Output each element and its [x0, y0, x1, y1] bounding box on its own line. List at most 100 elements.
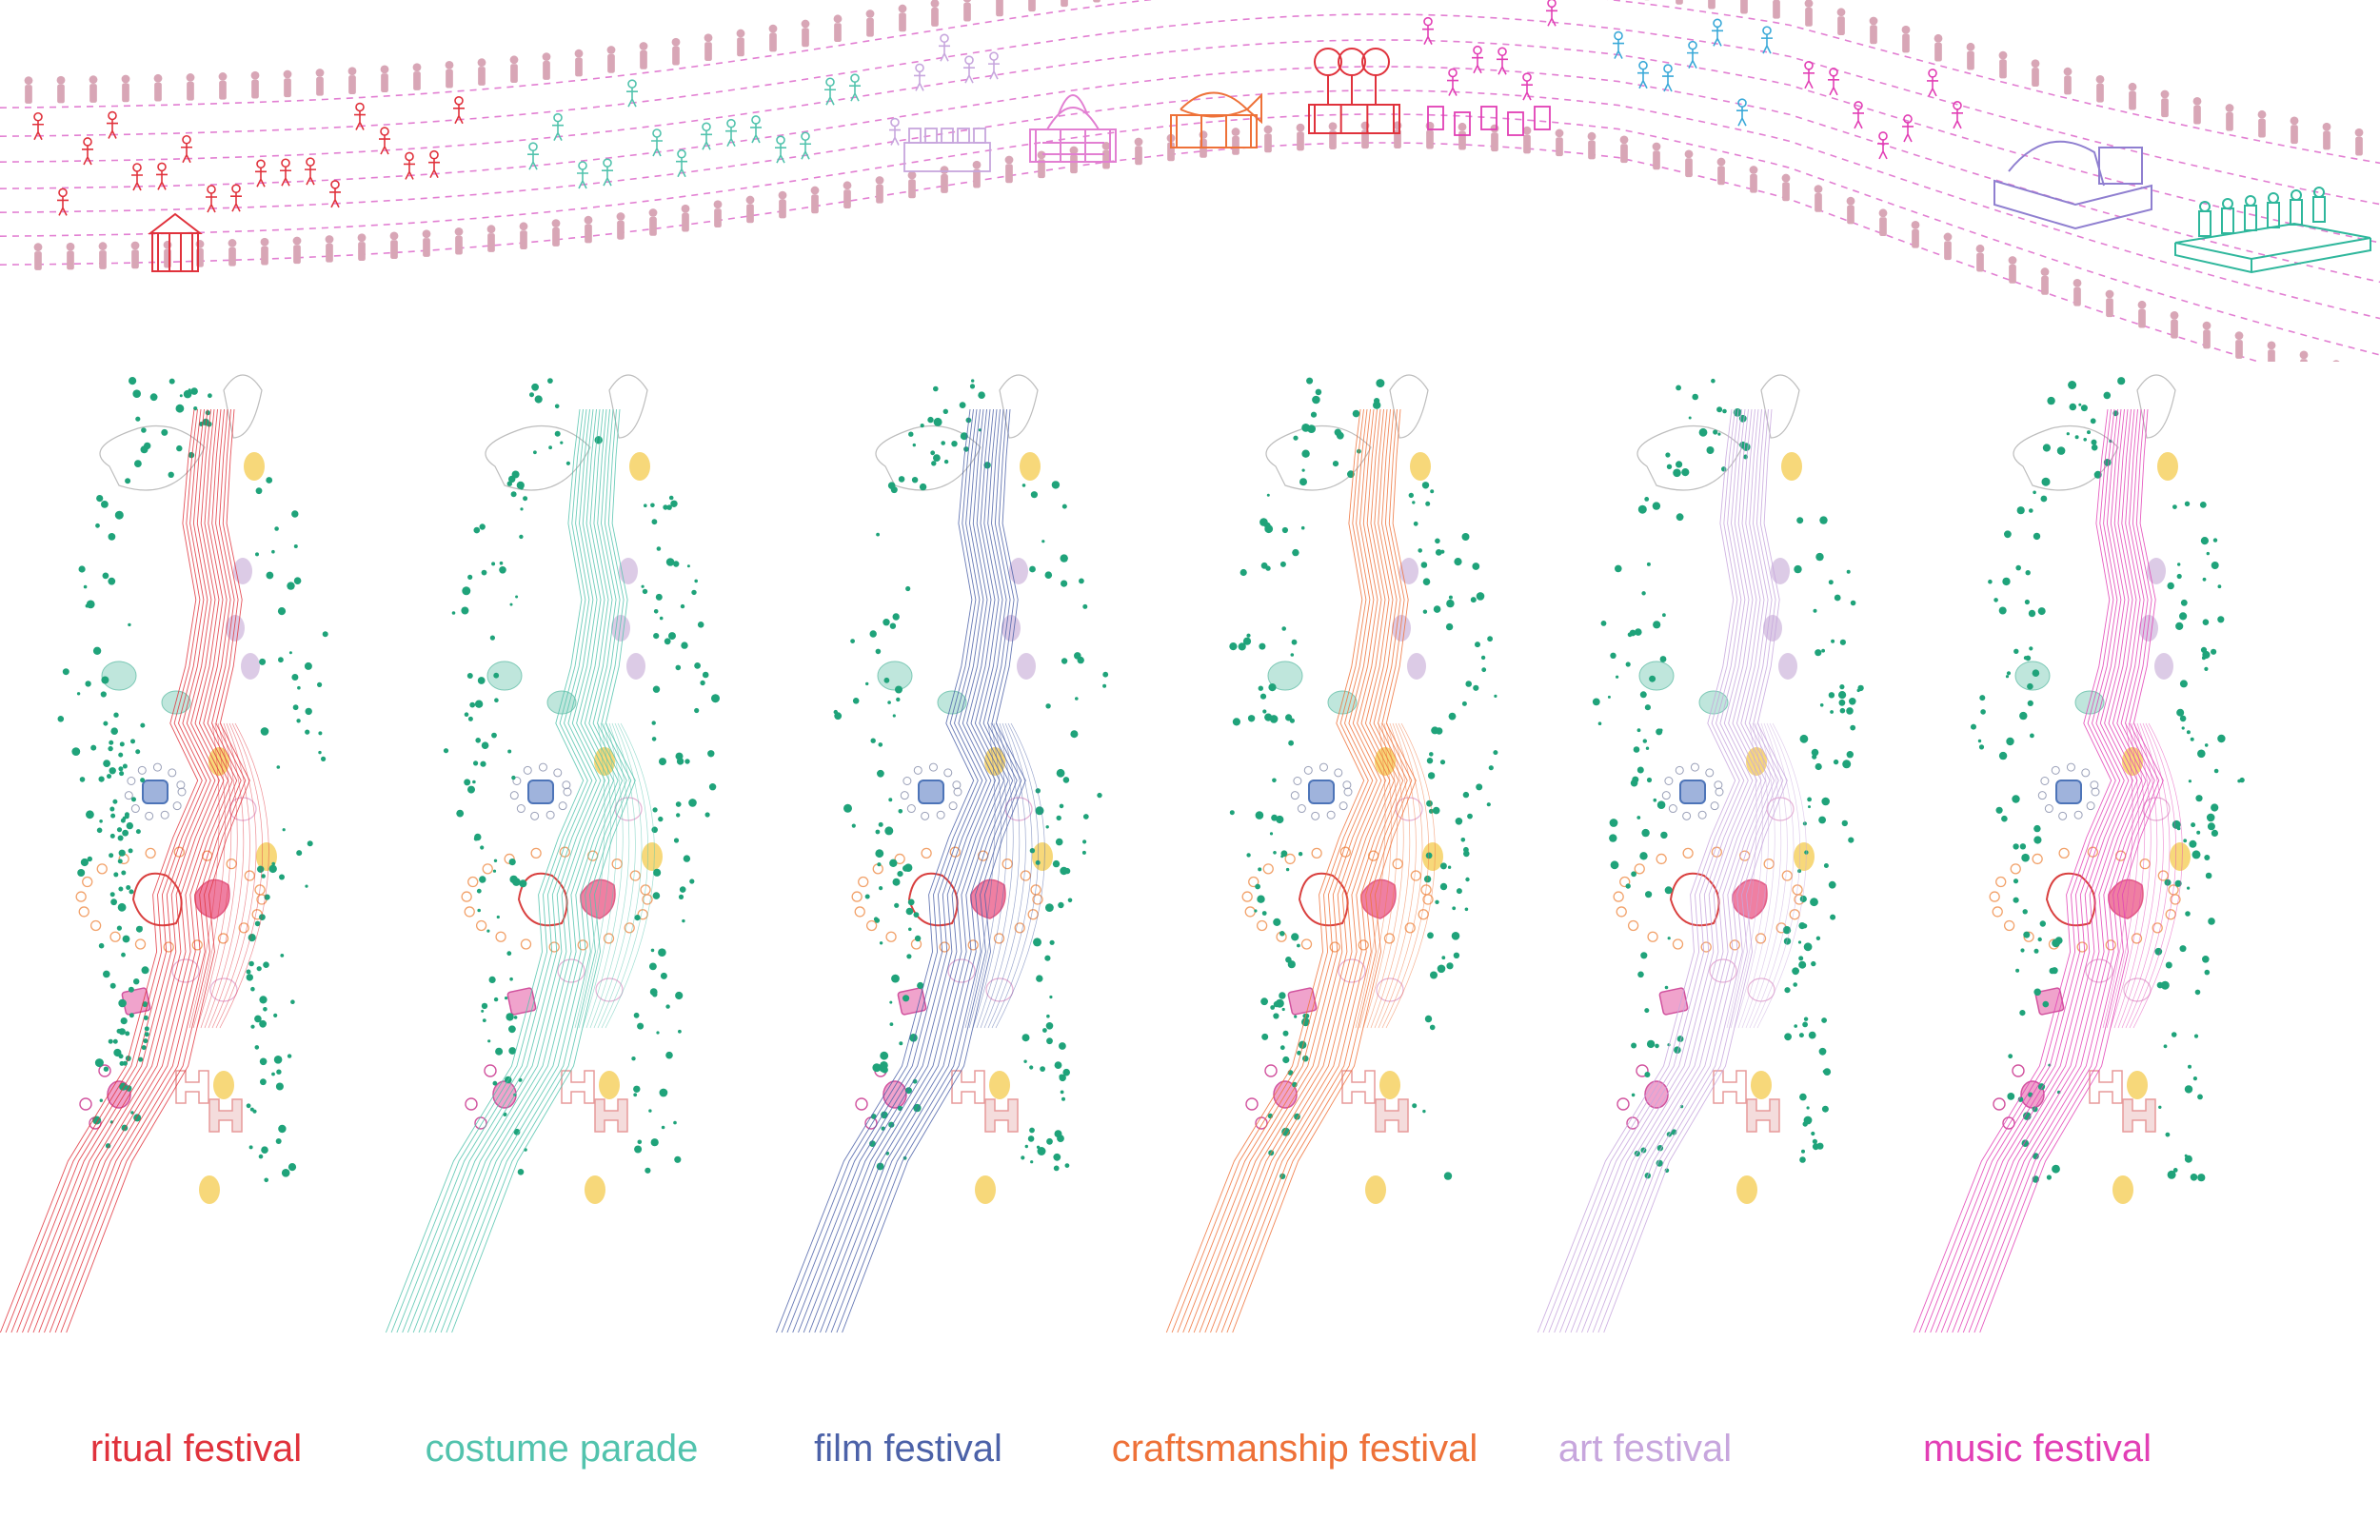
- route-line: [808, 408, 1001, 1333]
- tree-dot: [2163, 1044, 2168, 1049]
- stall-ring: [75, 891, 87, 902]
- crowd-figure: [89, 75, 98, 103]
- tree-dot: [1818, 1047, 1827, 1056]
- tree-dot: [1600, 621, 1607, 626]
- tree-dot: [1794, 564, 1802, 574]
- tree-dot: [1803, 942, 1813, 952]
- kiosk-ring: [145, 811, 154, 820]
- tree-dot: [2090, 418, 2096, 424]
- tree-dot: [1782, 926, 1792, 935]
- stall-ring: [1262, 863, 1274, 875]
- tree-dot: [1447, 865, 1452, 869]
- lavender-patch: [626, 653, 645, 680]
- kiosk-ring: [1661, 791, 1671, 800]
- tree-dot: [1422, 609, 1428, 614]
- tree-dot: [2078, 403, 2082, 406]
- tree-dot: [679, 886, 686, 893]
- yellow-patch: [1032, 842, 1053, 871]
- tree-dot: [1061, 503, 1067, 509]
- kiosk-ring: [2066, 762, 2075, 772]
- tree-dot: [297, 685, 301, 690]
- tree-dot: [642, 588, 648, 595]
- tree-dot: [2013, 879, 2019, 884]
- kiosk-ring: [152, 762, 162, 772]
- h-building: [175, 1070, 209, 1104]
- stall-ring: [2076, 941, 2088, 953]
- h-building: [1713, 1070, 1747, 1104]
- tree-dot: [1021, 484, 1026, 487]
- tree-dot: [1064, 1163, 1070, 1168]
- tree-dot: [464, 712, 469, 717]
- crowd-figure: [1676, 0, 1683, 5]
- pink-pavilion: [1360, 879, 1397, 919]
- performer-figure: [329, 180, 341, 208]
- route-fan: [597, 722, 643, 1029]
- crowd-figure: [940, 166, 949, 193]
- tree-dot: [275, 1138, 282, 1144]
- tree-dot: [1294, 1015, 1298, 1018]
- tree-dot: [1481, 667, 1487, 673]
- tree-dot: [888, 798, 893, 802]
- tree-dot: [477, 677, 486, 684]
- tree-dot: [547, 378, 553, 384]
- tree-dot: [1273, 1013, 1279, 1019]
- tree-dot: [633, 1093, 638, 1097]
- route-line: [1188, 408, 1382, 1333]
- tree-dot: [266, 571, 274, 580]
- performer-figure: [206, 185, 217, 213]
- stall-ring: [467, 876, 479, 888]
- tree-dot: [2202, 956, 2210, 963]
- tree-dot: [1021, 1034, 1030, 1042]
- crowd-figure: [486, 225, 496, 252]
- tree-dot: [473, 837, 479, 841]
- tree-dot: [1035, 806, 1044, 816]
- route-line: [412, 408, 605, 1333]
- crowd-figure: [2354, 128, 2364, 156]
- tree-dot: [1637, 971, 1644, 978]
- route-fan: [211, 722, 257, 1029]
- tree-dot: [1030, 491, 1038, 499]
- tree-dot: [1023, 1059, 1027, 1063]
- tree-dot: [264, 1177, 269, 1183]
- tree-dot: [116, 1028, 122, 1034]
- crowd-figure: [875, 176, 884, 204]
- route-fan: [204, 722, 245, 1029]
- tree-dot: [2192, 850, 2201, 859]
- tree-dot: [1054, 1061, 1062, 1069]
- stall-ring: [1256, 919, 1268, 932]
- route-line: [1204, 408, 1395, 1333]
- tree-dot: [2165, 961, 2172, 969]
- tree-dot: [1655, 1043, 1659, 1049]
- tree-dot: [488, 976, 496, 983]
- crowd-figure: [1101, 141, 1111, 169]
- tree-dot: [1035, 788, 1041, 794]
- tree-dot: [2199, 502, 2207, 508]
- tree-dot: [650, 1138, 659, 1147]
- tree-dot: [634, 1145, 643, 1154]
- tree-dot: [1053, 1153, 1061, 1161]
- magenta-pavilion: [1287, 987, 1318, 1016]
- procession-lane: [0, 0, 2380, 165]
- tree-dot: [880, 1051, 889, 1060]
- tree-dot: [2237, 779, 2241, 783]
- tree-dot: [142, 1001, 149, 1008]
- tree-dot: [2187, 886, 2191, 890]
- tree-dot: [881, 1066, 888, 1074]
- tree-dot: [1821, 648, 1825, 653]
- crowd-figure: [996, 0, 1003, 17]
- tree-dot: [92, 646, 102, 655]
- lavender-patch: [1392, 615, 1411, 642]
- route-fan: [2125, 722, 2171, 1029]
- plaza-outline: [99, 424, 206, 491]
- crowd-figure: [1684, 149, 1694, 178]
- tree-dot: [519, 534, 524, 540]
- performer-figure: [676, 148, 687, 178]
- tree-dot: [1273, 918, 1281, 927]
- stall-ring: [939, 941, 950, 953]
- tree-dot: [887, 701, 891, 704]
- crowd-figure: [1296, 123, 1305, 151]
- kiosk-ring: [1697, 810, 1707, 819]
- yellow-patch: [975, 1175, 996, 1204]
- tree-dot: [1798, 956, 1804, 961]
- kiosk-ring: [1664, 776, 1674, 785]
